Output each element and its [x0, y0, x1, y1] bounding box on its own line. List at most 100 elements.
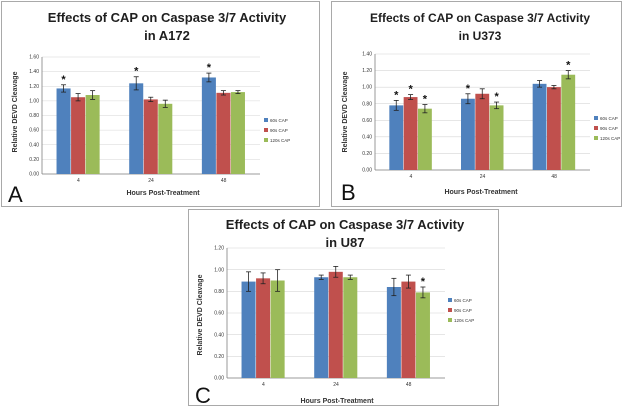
legend-label: 60s CAP: [600, 116, 618, 121]
bar: [343, 277, 358, 378]
legend-label: 90s CAP: [600, 126, 618, 131]
y-tick-label: 0.00: [214, 376, 224, 382]
chart-subtitle: in U373: [459, 29, 502, 43]
x-axis-label: Hours Post-Treatment: [126, 190, 200, 197]
bar: [403, 97, 418, 170]
y-tick-label: 0.40: [214, 332, 224, 338]
bar: [256, 278, 271, 378]
significance-asterisk: *: [61, 74, 66, 86]
legend-swatch: [264, 118, 268, 122]
y-tick-label: 0.00: [29, 172, 39, 178]
chart-svg-c: Effects of CAP on Caspase 3/7 Activity i…: [195, 217, 474, 407]
bar: [85, 95, 100, 174]
legend-label: 90s CAP: [270, 128, 288, 133]
significance-asterisk: *: [423, 94, 428, 106]
bar: [241, 281, 256, 378]
legend-label: 120s CAP: [454, 318, 474, 323]
legend-swatch: [448, 308, 452, 312]
significance-asterisk: *: [394, 89, 399, 101]
bar: [547, 87, 561, 170]
bar: [475, 93, 490, 170]
y-tick-label: 0.20: [362, 151, 372, 157]
bar: [270, 280, 285, 378]
chart-title: Effects of CAP on Caspase 3/7 Activity: [226, 217, 465, 232]
chart-panel-a: Effects of CAP on Caspase 3/7 Activity i…: [1, 1, 320, 207]
bar: [230, 92, 245, 174]
y-tick-label: 1.40: [362, 52, 372, 58]
y-tick-label: 1.60: [29, 55, 39, 61]
significance-asterisk: *: [134, 66, 139, 78]
bar: [532, 83, 547, 170]
y-tick-label: 0.00: [362, 168, 372, 174]
bar: [201, 77, 216, 174]
y-axis-label: Relative DEVD Cleavage: [342, 71, 349, 152]
chart-subtitle: in U87: [325, 235, 364, 250]
bar: [314, 277, 329, 378]
y-tick-label: 1.40: [29, 69, 39, 75]
significance-asterisk: *: [408, 84, 413, 96]
plot-area: 0.00 0.20 0.40 0.60 0.80 1.00 1.20 4 24 48 * 60s CA…: [214, 246, 474, 388]
y-tick-label: 0.40: [29, 142, 39, 148]
x-tick-label: 48: [406, 382, 412, 388]
x-tick-label: 24: [333, 382, 339, 388]
panel-letter: A: [8, 182, 23, 207]
y-tick-label: 1.00: [214, 267, 224, 273]
x-tick-label: 4: [262, 382, 265, 388]
y-tick-label: 0.60: [214, 311, 224, 317]
bar: [401, 281, 416, 378]
x-tick-label: 24: [480, 174, 486, 180]
chart-panel-b: Effects of CAP on Caspase 3/7 Activity i…: [331, 1, 622, 207]
legend-swatch: [264, 128, 268, 132]
significance-asterisk: *: [207, 62, 212, 74]
bar: [461, 98, 475, 170]
legend-label: 90s CAP: [454, 308, 472, 313]
x-tick-label: 24: [148, 178, 154, 184]
significance-asterisk: *: [494, 91, 499, 103]
y-axis-label: Relative DEVD Cleavage: [197, 274, 204, 355]
x-tick-label: 4: [77, 178, 80, 184]
y-tick-label: 0.80: [362, 101, 372, 107]
bar: [328, 271, 343, 378]
panel-letter: B: [341, 180, 356, 205]
y-tick-label: 1.20: [362, 68, 372, 74]
panel-letter: C: [195, 383, 211, 407]
chart-title: Effects of CAP on Caspase 3/7 Activity: [370, 11, 590, 25]
y-tick-label: 0.80: [214, 289, 224, 295]
x-tick-label: 4: [409, 174, 412, 180]
y-tick-label: 1.00: [29, 98, 39, 104]
bar: [71, 97, 86, 174]
bar: [129, 83, 144, 174]
legend-label: 120s CAP: [270, 138, 290, 143]
significance-asterisk: *: [421, 276, 426, 288]
bar: [386, 287, 401, 378]
legend-label: 120s CAP: [600, 136, 620, 141]
legend-swatch: [448, 318, 452, 322]
chart-svg-b: Effects of CAP on Caspase 3/7 Activity i…: [341, 11, 620, 205]
y-tick-label: 0.40: [362, 134, 372, 140]
y-tick-label: 1.20: [214, 246, 224, 252]
plot-area: 0.00 0.20 0.40 0.60 0.80 1.00 1.20 1.40 1.60 4 * 24…: [29, 55, 290, 184]
y-axis-label: Relative DEVD Cleavage: [12, 71, 19, 152]
bar: [56, 88, 71, 174]
legend-swatch: [594, 136, 598, 140]
legend-label: 60s CAP: [454, 298, 472, 303]
chart-subtitle: in A172: [144, 28, 190, 43]
y-tick-label: 0.20: [214, 354, 224, 360]
bar: [158, 103, 173, 174]
legend-swatch: [594, 116, 598, 120]
y-tick-label: 0.80: [29, 113, 39, 119]
y-tick-label: 0.60: [362, 118, 372, 124]
significance-asterisk: *: [566, 60, 571, 72]
y-tick-label: 0.60: [29, 128, 39, 134]
bar: [415, 292, 430, 378]
chart-panel-c: Effects of CAP on Caspase 3/7 Activity i…: [188, 209, 499, 407]
legend-swatch: [594, 126, 598, 130]
plot-area: 0.00 0.20 0.40 0.60 0.80 1.00 1.20 1.40 4 * * * 24 * *…: [362, 52, 620, 180]
bar: [389, 105, 404, 170]
chart-svg-a: Effects of CAP on Caspase 3/7 Activity i…: [8, 10, 290, 207]
legend-swatch: [264, 138, 268, 142]
bar: [143, 99, 158, 174]
chart-title: Effects of CAP on Caspase 3/7 Activity: [48, 10, 287, 25]
bar: [489, 105, 504, 170]
legend-swatch: [448, 298, 452, 302]
